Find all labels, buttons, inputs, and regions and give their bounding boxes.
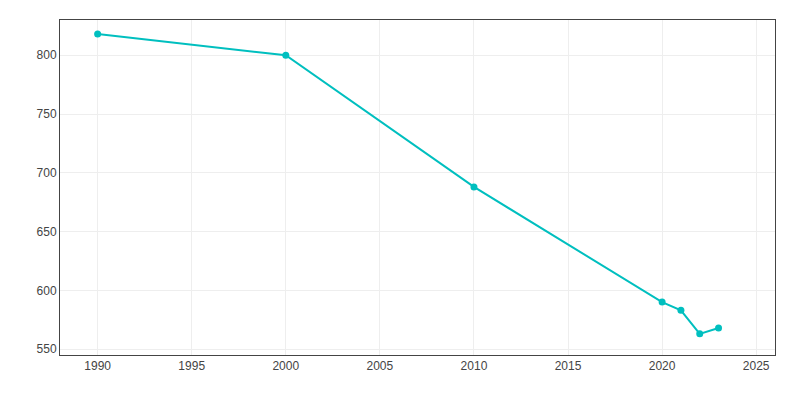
svg-text:1990: 1990	[84, 359, 111, 373]
svg-text:2020: 2020	[649, 359, 676, 373]
svg-text:700: 700	[37, 166, 57, 180]
svg-text:1995: 1995	[178, 359, 205, 373]
svg-text:600: 600	[37, 284, 57, 298]
svg-text:2025: 2025	[743, 359, 770, 373]
svg-text:2010: 2010	[461, 359, 488, 373]
svg-text:750: 750	[37, 107, 57, 121]
svg-text:800: 800	[37, 48, 57, 62]
svg-text:2000: 2000	[272, 359, 299, 373]
svg-text:2015: 2015	[555, 359, 582, 373]
svg-text:550: 550	[37, 342, 57, 356]
svg-text:650: 650	[37, 225, 57, 239]
svg-text:2005: 2005	[367, 359, 394, 373]
